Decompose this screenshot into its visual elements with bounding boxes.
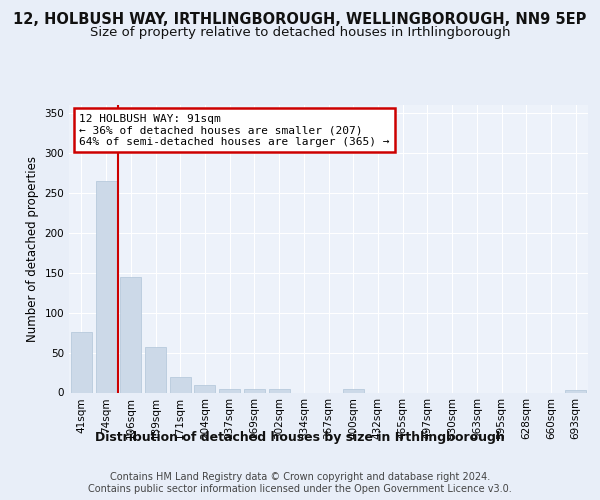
Text: Size of property relative to detached houses in Irthlingborough: Size of property relative to detached ho… <box>90 26 510 39</box>
Bar <box>565 390 586 392</box>
Bar <box>95 181 116 392</box>
Bar <box>244 390 265 392</box>
Bar <box>269 390 290 392</box>
Bar <box>219 388 240 392</box>
Text: Distribution of detached houses by size in Irthlingborough: Distribution of detached houses by size … <box>95 431 505 444</box>
Text: Contains HM Land Registry data © Crown copyright and database right 2024.
Contai: Contains HM Land Registry data © Crown c… <box>88 472 512 494</box>
Bar <box>343 390 364 392</box>
Y-axis label: Number of detached properties: Number of detached properties <box>26 156 39 342</box>
Text: 12, HOLBUSH WAY, IRTHLINGBOROUGH, WELLINGBOROUGH, NN9 5EP: 12, HOLBUSH WAY, IRTHLINGBOROUGH, WELLIN… <box>13 12 587 28</box>
Bar <box>194 384 215 392</box>
Bar <box>170 376 191 392</box>
Text: 12 HOLBUSH WAY: 91sqm
← 36% of detached houses are smaller (207)
64% of semi-det: 12 HOLBUSH WAY: 91sqm ← 36% of detached … <box>79 114 390 147</box>
Bar <box>120 276 141 392</box>
Bar <box>145 347 166 393</box>
Bar <box>71 332 92 392</box>
